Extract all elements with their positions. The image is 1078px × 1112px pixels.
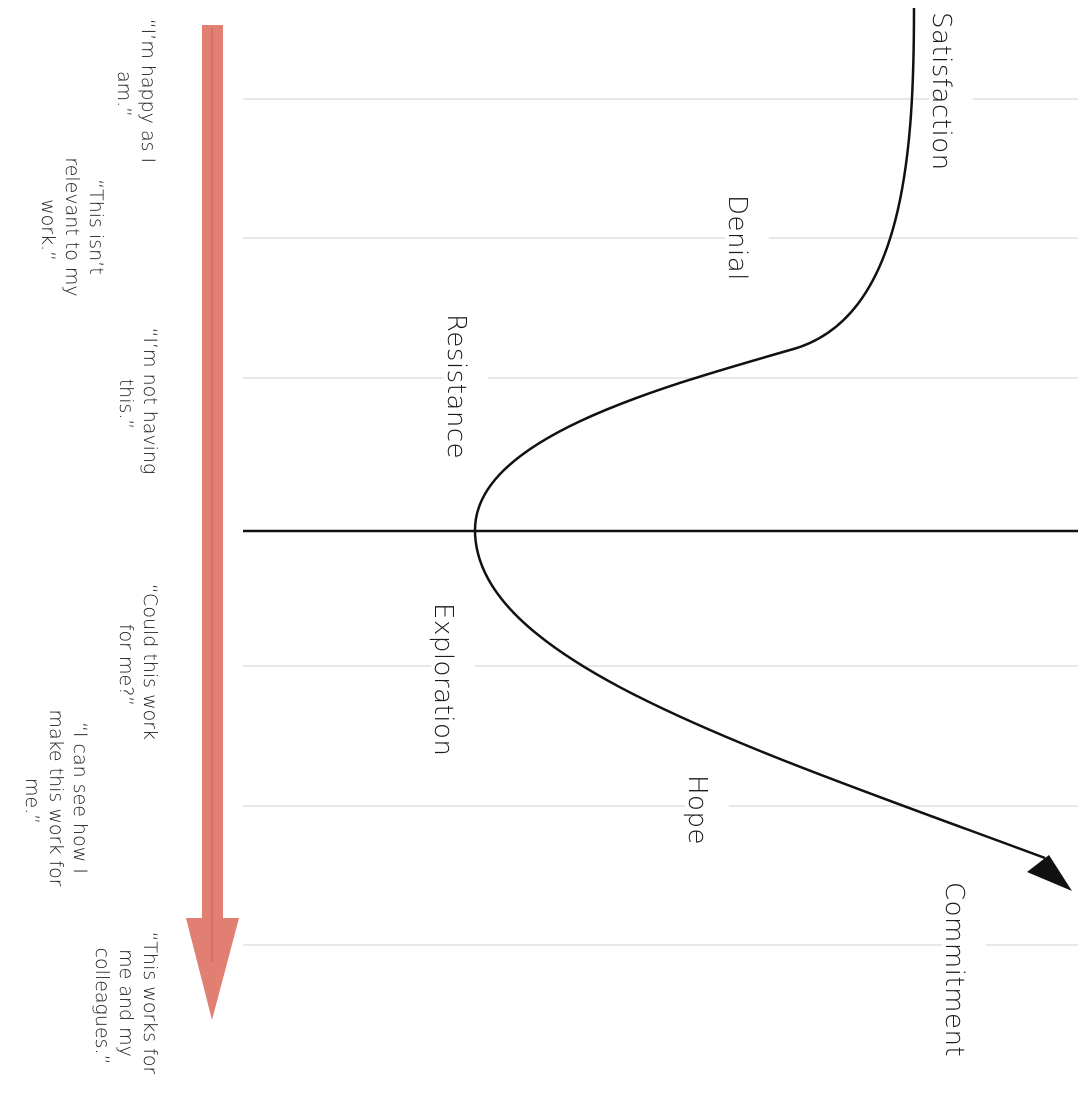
stage-labels: Satisfaction Denial Resistance Explorati… bbox=[428, 12, 969, 1057]
change-curve-arrowhead bbox=[1027, 855, 1072, 891]
quote-resistance: “I’m not having this.” bbox=[115, 328, 161, 481]
change-curve bbox=[473, 7, 1046, 860]
stage-label-resistance: Resistance bbox=[441, 314, 471, 459]
quote-line: for me?” bbox=[115, 624, 137, 706]
quote-line: “This isn’t bbox=[85, 179, 107, 274]
stage-label-satisfaction: Satisfaction bbox=[926, 12, 956, 171]
quote-line: “I’m happy as I bbox=[137, 19, 159, 163]
quote-line: “I’m not having bbox=[139, 328, 161, 475]
quote-line: me.” bbox=[21, 778, 43, 824]
quote-line: “This works for bbox=[139, 932, 161, 1075]
quote-hope: “I can see how I make this work for me.” bbox=[21, 709, 91, 892]
label-gaps bbox=[431, 85, 986, 959]
quote-line: am.” bbox=[113, 71, 135, 117]
quote-line: make this work for bbox=[45, 709, 67, 886]
quote-line: work.” bbox=[37, 199, 59, 261]
quote-line: “I can see how I bbox=[69, 722, 91, 874]
quote-line: me and my bbox=[115, 949, 137, 1057]
stage-label-exploration: Exploration bbox=[428, 603, 458, 756]
quote-exploration: “Could this work for me?” bbox=[115, 584, 161, 746]
quote-line: “Could this work bbox=[139, 584, 161, 740]
quote-satisfaction: “I’m happy as I am.” bbox=[113, 19, 159, 169]
stage-label-denial: Denial bbox=[722, 195, 752, 281]
quote-line: colleagues.” bbox=[91, 948, 113, 1065]
quotes: “I’m happy as I am.” “This isn’t relevan… bbox=[21, 19, 161, 1081]
stage-label-commitment: Commitment bbox=[939, 882, 969, 1057]
progress-arrow-head bbox=[186, 918, 239, 1020]
quote-denial: “This isn’t relevant to my work.” bbox=[37, 157, 107, 302]
quote-line: relevant to my bbox=[61, 157, 83, 296]
quote-line: this.” bbox=[115, 379, 137, 430]
quote-commitment: “This works for me and my colleagues.” bbox=[91, 932, 161, 1081]
stage-label-hope: Hope bbox=[682, 775, 712, 845]
progress-arrow bbox=[186, 25, 239, 1020]
gridlines bbox=[243, 98, 1078, 946]
